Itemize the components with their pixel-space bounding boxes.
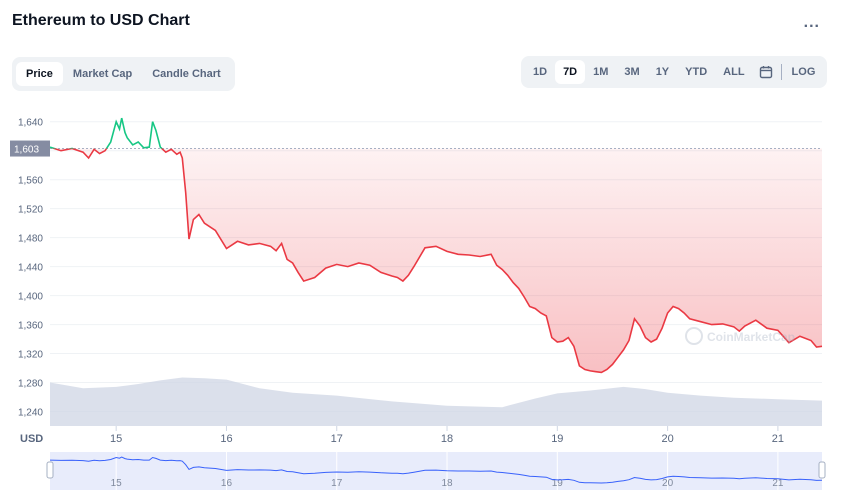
y-tick-label: 1,400 xyxy=(18,292,43,303)
chart-type-tabs: Price Market Cap Candle Chart xyxy=(12,57,235,91)
range-1m-button[interactable]: 1M xyxy=(593,66,609,78)
calendar-icon[interactable] xyxy=(753,60,779,84)
x-tick-label: 15 xyxy=(110,433,122,445)
tab-market-cap[interactable]: Market Cap xyxy=(72,68,133,80)
y-tick-label: 1,640 xyxy=(18,118,43,129)
navigator-tick-label: 16 xyxy=(221,478,233,489)
range-selector: 1D 7D 1M 3M 1Y YTD ALL LOG xyxy=(521,56,828,88)
x-tick-label: 18 xyxy=(441,433,453,445)
y-tick-label: 1,320 xyxy=(18,350,43,361)
price-area-fill xyxy=(54,148,822,373)
y-tick-label: 1,280 xyxy=(18,379,43,390)
navigator-left-handle[interactable] xyxy=(46,461,54,479)
y-tick-label: 1,360 xyxy=(18,321,43,332)
navigator-right-handle[interactable] xyxy=(818,461,826,479)
x-tick-label: 21 xyxy=(772,433,784,445)
coinmarketcap-logo: CoinMarketCap xyxy=(685,327,795,345)
x-tick-label: 20 xyxy=(661,433,673,445)
y-tick-label: 1,520 xyxy=(18,205,43,216)
range-navigator[interactable]: 15 16 17 18 19 20 21 xyxy=(46,452,826,490)
navigator-tick-label: 19 xyxy=(552,478,564,489)
y-tick-label: 1,560 xyxy=(18,176,43,187)
x-tick-label: 19 xyxy=(551,433,563,445)
y-tick-label: 1,440 xyxy=(18,263,43,274)
range-1d-button[interactable]: 1D xyxy=(533,66,548,78)
range-1y-button[interactable]: 1Y xyxy=(655,66,670,78)
currency-label: USD xyxy=(20,433,43,445)
navigator-tick-label: 17 xyxy=(331,478,343,489)
navigator-line xyxy=(49,456,823,484)
y-tick-label: 1,480 xyxy=(18,234,43,245)
range-3m-button[interactable]: 3M xyxy=(624,66,640,78)
tab-candle-chart[interactable]: Candle Chart xyxy=(152,68,221,80)
y-tick-label: 1,240 xyxy=(18,408,43,419)
navigator-tick-label: 15 xyxy=(111,478,123,489)
x-tick-label: 16 xyxy=(220,433,232,445)
navigator-tick-label: 20 xyxy=(662,478,674,489)
range-7d-button[interactable]: 7D xyxy=(555,60,586,84)
volume-area xyxy=(50,377,822,426)
watermark-text: CoinMarketCap xyxy=(707,330,795,344)
log-scale-button[interactable]: LOG xyxy=(791,66,816,78)
reference-price-label: 1,603 xyxy=(14,145,39,156)
navigator-background xyxy=(50,452,822,490)
navigator-tick-label: 21 xyxy=(772,478,784,489)
more-icon[interactable]: ... xyxy=(803,14,820,31)
reference-price-tag xyxy=(10,140,50,157)
range-all-button[interactable]: ALL xyxy=(723,66,745,78)
price-line-above xyxy=(49,117,172,149)
range-ytd-button[interactable]: YTD xyxy=(685,66,708,78)
price-line-below xyxy=(51,148,823,374)
range-divider xyxy=(780,64,782,80)
chart-title: Ethereum to USD Chart xyxy=(12,12,190,29)
tab-price[interactable]: Price xyxy=(16,62,63,86)
navigator-tick-label: 18 xyxy=(441,478,453,489)
x-tick-label: 17 xyxy=(331,433,343,445)
